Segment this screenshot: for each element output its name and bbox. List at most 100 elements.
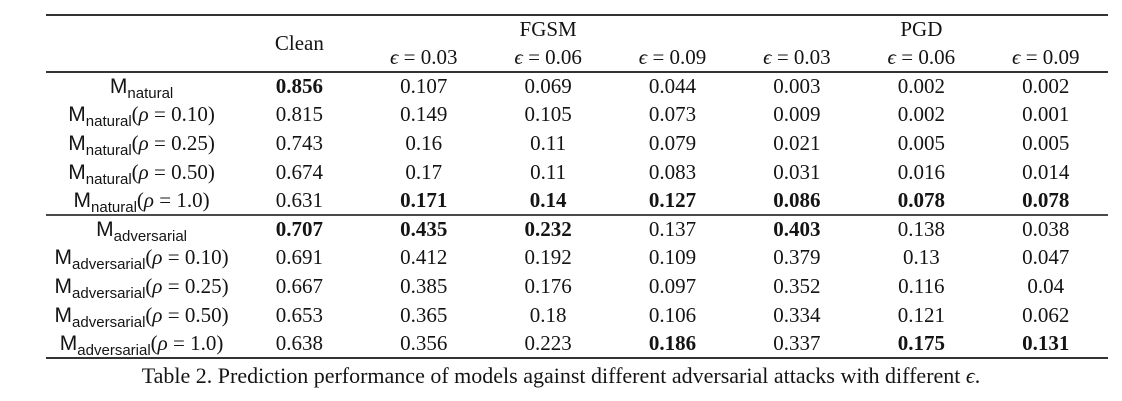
value-cell: 0.631 [275,187,323,212]
model-symbol: M [59,331,78,355]
model-subscript: natural [85,141,132,159]
model-rho-param: (ρ = 0.10) [131,102,215,127]
value-cell: 0.047 [1022,245,1070,270]
value-cell: 0.116 [898,273,945,298]
model-subscript: adversarial [72,313,146,331]
value-cell: 0.16 [405,130,443,155]
value-cell: 0.086 [773,187,821,212]
model-label: Mnatural(ρ = 1.0) [46,186,237,215]
model-subscript: adversarial [72,284,146,302]
value-cell: 0.031 [773,159,821,184]
value-cell: 0.176 [524,273,572,298]
table-caption: Table 2. Prediction performance of model… [141,363,981,388]
model-rho-param: (ρ = 0.50) [131,159,215,184]
table-row: Madversarial(ρ = 0.25) 0.667 0.385 0.176 0.0… [46,272,1108,301]
value-cell: 0.691 [275,245,323,270]
header-fgsm-eps-006: ϵ = 0.06 [485,43,611,73]
header-fgsm-group: FGSM [519,17,577,41]
model-label: Mnatural(ρ = 0.25) [46,129,237,158]
model-subscript: natural [127,84,174,102]
model-symbol: M [68,160,86,184]
table-row: Madversarial(ρ = 0.50) 0.653 0.365 0.18 0.10… [46,301,1108,330]
value-cell: 0.005 [1022,130,1070,155]
value-cell: 0.856 [275,74,323,99]
value-cell: 0.079 [648,130,697,155]
value-cell: 0.337 [734,329,860,359]
model-label: Mnatural(ρ = 0.10) [46,101,237,131]
table-row: Madversarial(ρ = 0.10) 0.691 0.412 0.192 0.1… [46,244,1108,274]
value-cell: 0.412 [400,245,448,270]
value-cell: 0.435 [361,213,486,244]
model-rho-param: (ρ = 0.25) [131,130,215,155]
model-symbol: M [68,103,86,127]
model-symbol: M [109,74,128,98]
value-cell: 0.044 [648,74,697,99]
value-cell: 0.223 [485,329,611,359]
value-cell: 0.137 [610,213,735,244]
value-cell: 0.016 [897,159,945,184]
value-cell: 0.002 [1022,74,1070,99]
value-cell: 0.002 [897,74,945,99]
value-cell: 0.192 [524,245,572,270]
value-cell: 0.078 [1022,187,1070,212]
value-cell: 0.11 [530,130,567,155]
model-label: Mnatural(ρ = 0.50) [46,158,237,187]
value-cell: 0.04 [1027,273,1065,298]
value-cell: 0.653 [275,302,323,327]
table-row: Mnatural(ρ = 0.25) 0.743 0.16 0.11 0.079 0.02… [46,129,1108,158]
value-cell: 0.365 [400,302,448,327]
results-table: Clean FGSM PGD ϵ = 0.03 ϵ = 0.06 ϵ = 0.0… [46,14,1108,359]
header-pgd-eps-006: ϵ = 0.06 [859,43,984,73]
model-symbol: M [54,246,73,270]
model-symbol: M [54,274,73,298]
model-label: Madversarial [46,213,238,244]
value-cell: 0.17 [405,159,443,184]
model-rho-param: (ρ = 0.10) [145,245,229,270]
value-cell: 0.097 [648,273,697,298]
value-cell: 0.707 [237,213,362,244]
model-subscript: adversarial [72,256,146,274]
model-rho-param: (ρ = 1.0) [136,187,210,212]
value-cell: 0.003 [773,74,821,99]
model-subscript: natural [85,170,132,188]
model-label: Madversarial(ρ = 1.0) [46,329,238,359]
value-cell: 0.638 [237,329,362,359]
header-fgsm-eps-009: ϵ = 0.09 [610,43,735,73]
model-symbol: M [68,131,86,155]
value-cell: 0.109 [648,245,697,270]
value-cell: 0.815 [275,102,323,127]
header-row-groups: Clean FGSM PGD [46,15,1108,73]
table-header: Clean FGSM PGD ϵ = 0.03 ϵ = 0.06 ϵ = 0.0… [46,15,1108,73]
value-cell: 0.232 [485,213,611,244]
model-symbol: M [96,217,114,241]
value-cell: 0.131 [983,329,1108,359]
value-cell: 0.107 [400,74,448,99]
value-cell: 0.14 [529,187,567,212]
model-subscript: natural [85,113,132,131]
value-cell: 0.186 [610,329,735,359]
header-pgd-eps-009: ϵ = 0.09 [983,43,1108,73]
value-cell: 0.403 [734,213,860,244]
header-corner-cell [46,15,238,73]
results-table-container: Clean FGSM PGD ϵ = 0.03 ϵ = 0.06 ϵ = 0.0… [46,14,1108,359]
value-cell: 0.385 [400,273,448,298]
value-cell: 0.149 [400,102,448,127]
value-cell: 0.11 [530,159,567,184]
value-cell: 0.674 [275,159,323,184]
model-label: Madversarial(ρ = 0.25) [46,272,237,301]
model-symbol: M [73,188,92,212]
model-rho-param: (ρ = 1.0) [150,330,224,355]
value-cell: 0.743 [275,130,323,155]
value-cell: 0.13 [902,245,940,270]
value-cell: 0.175 [859,329,984,359]
table-row: Mnatural(ρ = 0.50) 0.674 0.17 0.11 0.083 0.03… [46,158,1108,187]
model-rho-param: (ρ = 0.25) [145,273,229,298]
table-row: Madversarial 0.707 0.435 0.232 0.137 0.403 0.1… [46,213,1108,244]
header-fgsm-eps-003: ϵ = 0.03 [361,43,486,73]
model-rho-param: (ρ = 0.50) [145,302,229,327]
value-cell: 0.356 [361,329,486,359]
value-cell: 0.667 [275,273,323,298]
value-cell: 0.073 [648,102,697,127]
value-cell: 0.014 [1022,159,1070,184]
value-cell: 0.379 [773,245,821,270]
